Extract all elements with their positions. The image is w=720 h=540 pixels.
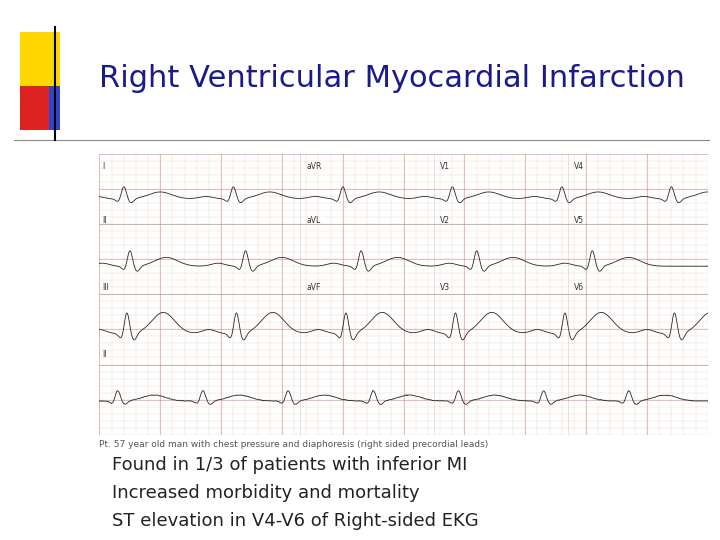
Text: aVF: aVF (306, 283, 320, 292)
Text: I: I (102, 163, 104, 171)
Text: Pt. 57 year old man with chest pressure and diaphoresis (right sided precordial : Pt. 57 year old man with chest pressure … (99, 440, 489, 449)
Text: II: II (102, 215, 107, 225)
Text: V5: V5 (574, 215, 584, 225)
Text: V3: V3 (440, 283, 450, 292)
Text: III: III (102, 283, 109, 292)
Text: ST elevation in V4-V6 of Right-sided EKG: ST elevation in V4-V6 of Right-sided EKG (112, 512, 478, 530)
Text: aVL: aVL (306, 215, 320, 225)
Text: V2: V2 (440, 215, 450, 225)
Text: V6: V6 (574, 283, 584, 292)
Text: V1: V1 (440, 163, 450, 171)
Text: V4: V4 (574, 163, 584, 171)
Text: Right Ventricular Myocardial Infarction: Right Ventricular Myocardial Infarction (99, 64, 685, 93)
Text: Increased morbidity and mortality: Increased morbidity and mortality (112, 484, 419, 502)
Text: aVR: aVR (306, 163, 322, 171)
Text: Found in 1/3 of patients with inferior MI: Found in 1/3 of patients with inferior M… (112, 456, 467, 474)
Text: II: II (102, 350, 107, 360)
